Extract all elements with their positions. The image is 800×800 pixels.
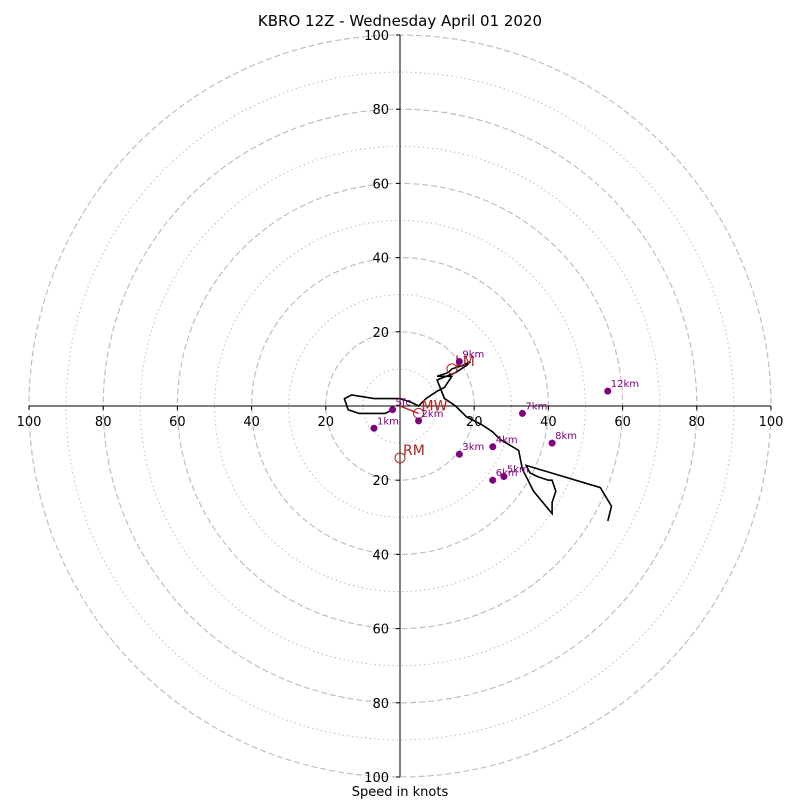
height-marker-label: 8km	[555, 431, 577, 442]
y-tick-label: 40	[372, 548, 389, 563]
storm-motion-label: LM	[455, 354, 475, 370]
mean-wind-vector	[399, 405, 419, 415]
hodograph-trace	[343, 360, 613, 522]
height-marker-label: 2km	[422, 409, 444, 420]
y-tick-label: 20	[372, 326, 389, 341]
height-marker-label: 6km	[496, 468, 518, 479]
y-tick-label: 100	[364, 771, 389, 786]
y-tick-label: 60	[372, 623, 389, 638]
x-tick-label: 40	[243, 415, 260, 430]
x-tick-label: 20	[318, 415, 335, 430]
height-marker-label: 5km	[507, 464, 529, 475]
height-marker-point	[455, 450, 463, 458]
height-marker-label: 9km	[462, 349, 484, 360]
height-marker-point	[548, 439, 556, 447]
height-marker-point	[489, 443, 497, 451]
height-marker-point	[489, 476, 497, 484]
y-tick-label: 20	[372, 474, 389, 489]
height-marker-point	[500, 472, 508, 480]
height-marker-point	[604, 387, 612, 395]
height-marker-label: 7km	[525, 401, 547, 412]
y-tick-label: 40	[372, 252, 389, 267]
height-marker-label: 1km	[377, 416, 399, 427]
chart-title: KBRO 12Z - Wednesday April 01 2020	[258, 12, 542, 30]
height-marker-point	[518, 409, 526, 417]
height-marker-point	[389, 406, 397, 414]
y-tick-label: 80	[372, 103, 389, 118]
x-tick-label: 60	[169, 415, 186, 430]
storm-motion-rm	[394, 452, 406, 464]
height-marker-label: Sfc	[396, 398, 411, 409]
storm-motion-lm	[446, 363, 458, 375]
height-marker-point	[415, 417, 423, 425]
x-tick-label: 80	[95, 415, 112, 430]
y-tick-label: 60	[372, 177, 389, 192]
x-tick-label: 40	[540, 415, 557, 430]
storm-motion-markers: LM MW RM	[394, 354, 475, 464]
y-tick-label: 80	[372, 697, 389, 712]
storm-motion-label: RM	[403, 443, 425, 459]
x-tick-label: 100	[17, 415, 42, 430]
height-marker-label: 3km	[462, 442, 484, 453]
height-marker-point	[370, 424, 378, 432]
y-tick-label: 100	[364, 29, 389, 44]
x-tick-label: 60	[614, 415, 631, 430]
x-tick-label: 100	[759, 415, 784, 430]
storm-motion-label: MW	[422, 398, 448, 414]
height-marker-point	[455, 357, 463, 365]
height-marker-label: 4km	[496, 435, 518, 446]
tick-labels: 100 80 60 40 20 20 40 60 80 100100806040202040608…	[17, 29, 784, 786]
x-axis-label: Speed in knots	[352, 785, 449, 800]
x-tick-label: 80	[689, 415, 706, 430]
height-marker-label: 12km	[611, 379, 639, 390]
hodograph-line	[343, 360, 613, 522]
